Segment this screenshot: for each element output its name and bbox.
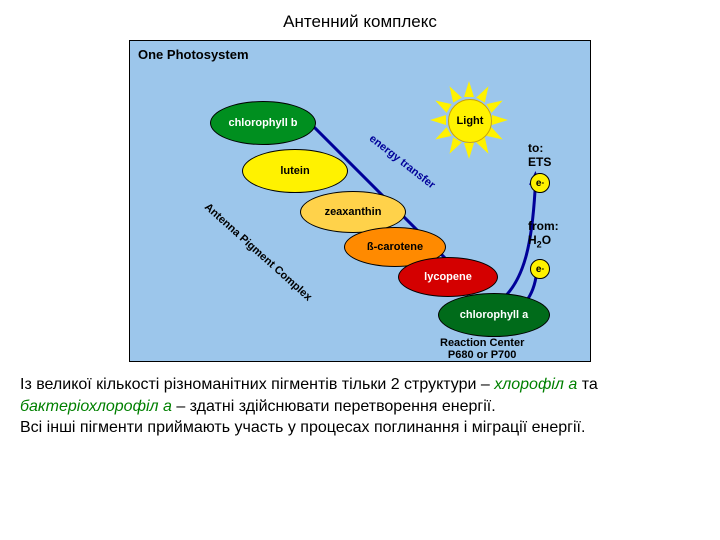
- electron-icon: e-: [530, 173, 550, 193]
- from-h2o-label: from: H2O: [528, 219, 559, 247]
- rc-line1: Reaction Center: [440, 337, 524, 349]
- caption-part3: – здатні здійснювати перетворення енергі…: [176, 398, 495, 415]
- pigment-lutein: lutein: [242, 149, 348, 193]
- pigment-lycopene: lycopene: [398, 257, 498, 297]
- energy-transfer-label: energy transfer: [367, 133, 438, 192]
- caption-part4: Всі інші пігменти приймають участь у про…: [20, 419, 585, 436]
- antenna-pigment-complex-label: Antenna Pigment Complex: [202, 201, 314, 304]
- bacteriochlorophyll-a-term: бактеріохлорофіл а: [20, 398, 172, 415]
- sun-ray: [445, 84, 462, 103]
- sun-ray: [433, 96, 452, 113]
- antenna-complex-diagram: One Photosystem Light energy transfer An…: [129, 40, 591, 362]
- caption-part2: та: [582, 376, 598, 393]
- sun-icon: Light: [430, 81, 508, 159]
- pigment-chlorophyll-b: chlorophyll b: [210, 101, 316, 145]
- sun-ray: [492, 115, 508, 125]
- sun-core: Light: [448, 99, 492, 143]
- diagram-header: One Photosystem: [138, 47, 249, 62]
- caption-part1: Із великої кількості різноманітних пігме…: [20, 376, 494, 393]
- sun-ray: [464, 81, 474, 97]
- sun-ray: [430, 115, 446, 125]
- rc-line2: P680 or P700: [448, 349, 517, 361]
- to-text: to:: [528, 141, 543, 155]
- diagram-container: One Photosystem Light energy transfer An…: [0, 40, 720, 362]
- h2o-text: H2O: [528, 233, 551, 247]
- ets-text: ETS: [528, 155, 551, 169]
- sun-ray: [464, 143, 474, 159]
- to-ets-label: to: ETS: [528, 141, 551, 169]
- chlorophyll-a-term: хлорофіл а: [494, 376, 577, 393]
- from-text: from:: [528, 219, 559, 233]
- page-title: Антенний комплекс: [0, 0, 720, 40]
- sun-ray: [433, 127, 452, 144]
- reaction-center-label: Reaction Center P680 or P700: [440, 337, 524, 361]
- pigment-chlorophyll-a: chlorophyll a: [438, 293, 550, 337]
- sun-ray: [476, 84, 493, 103]
- electron-icon: e-: [530, 259, 550, 279]
- caption-text: Із великої кількості різноманітних пігме…: [0, 362, 720, 439]
